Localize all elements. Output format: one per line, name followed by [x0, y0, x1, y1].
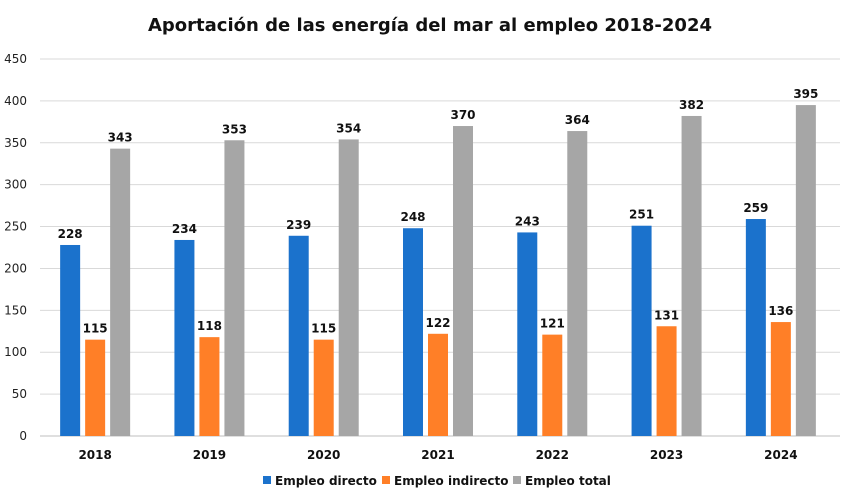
y-tick-label: 200 [4, 261, 27, 275]
data-label: 234 [172, 222, 197, 236]
y-tick-label: 150 [4, 303, 27, 317]
bars: 228 115 343 234 118 353 239 115 354 248 122 370 243 1… [58, 87, 818, 437]
legend: Empleo directo Empleo indirecto Empleo tot… [263, 474, 611, 488]
y-tick-label: 0 [19, 429, 27, 443]
bar-empleo-indirecto [199, 337, 220, 436]
bar-empleo-indirecto [656, 326, 677, 436]
data-label: 228 [58, 227, 83, 241]
data-label: 243 [515, 214, 540, 228]
gridlines [40, 58, 840, 437]
data-label: 259 [743, 201, 768, 215]
x-tick-label: 2024 [764, 448, 797, 462]
y-tick-label: 400 [4, 94, 27, 108]
y-tick-label: 350 [4, 136, 27, 150]
data-label: 395 [793, 87, 818, 101]
x-tick-label: 2019 [193, 448, 226, 462]
data-label: 239 [286, 218, 311, 232]
legend-label: Empleo total [525, 474, 611, 488]
x-tick-label: 2020 [307, 448, 340, 462]
bar-empleo-total [795, 105, 816, 437]
data-label: 382 [679, 98, 704, 112]
bar-empleo-total [681, 115, 702, 437]
legend-label: Empleo directo [275, 474, 377, 488]
data-label: 136 [768, 304, 793, 318]
data-label: 364 [565, 113, 590, 127]
data-label: 248 [400, 210, 425, 224]
bar-empleo-directo [288, 235, 309, 436]
bar-empleo-indirecto [770, 322, 791, 436]
y-tick-label: 50 [12, 387, 27, 401]
x-axis: 2018 2019 2020 2021 2022 2023 2024 [78, 448, 797, 462]
chart-title: Aportación de las energía del mar al emp… [148, 15, 712, 36]
bar-empleo-indirecto [85, 339, 106, 436]
data-label: 354 [336, 121, 361, 135]
data-label: 370 [450, 108, 475, 122]
y-tick-label: 100 [4, 345, 27, 359]
legend-swatch [382, 476, 390, 484]
data-label: 343 [108, 131, 133, 145]
bar-empleo-directo [517, 232, 538, 436]
bar-empleo-total [110, 148, 131, 437]
data-label: 118 [197, 319, 222, 333]
x-tick-label: 2022 [536, 448, 569, 462]
bar-empleo-directo [60, 244, 81, 436]
y-tick-label: 300 [4, 178, 27, 192]
data-label: 121 [540, 317, 565, 331]
bar-empleo-indirecto [542, 334, 563, 436]
data-label: 115 [311, 322, 336, 336]
bar-empleo-directo [745, 219, 766, 436]
data-label: 353 [222, 122, 247, 136]
x-tick-label: 2023 [650, 448, 683, 462]
bar-empleo-total [567, 131, 588, 436]
x-tick-label: 2021 [421, 448, 454, 462]
y-axis: 0 50 100 150 200 250 300 350 400 450 [4, 52, 27, 443]
data-label: 251 [629, 208, 654, 222]
bar-empleo-directo [174, 239, 195, 436]
y-tick-label: 450 [4, 52, 27, 66]
bar-empleo-total [453, 126, 473, 437]
bar-empleo-directo [403, 228, 423, 436]
legend-label: Empleo indirecto [394, 474, 508, 488]
data-label: 115 [83, 322, 108, 336]
x-tick-label: 2018 [78, 448, 111, 462]
data-label: 122 [425, 316, 450, 330]
bar-empleo-indirecto [428, 333, 448, 436]
legend-swatch [513, 476, 521, 484]
data-label: 131 [654, 308, 679, 322]
legend-swatch [263, 476, 271, 484]
bar-empleo-directo [631, 225, 652, 436]
bar-empleo-indirecto [313, 339, 334, 436]
y-tick-label: 250 [4, 220, 27, 234]
bar-empleo-total [224, 140, 245, 436]
bar-empleo-total [338, 139, 359, 436]
